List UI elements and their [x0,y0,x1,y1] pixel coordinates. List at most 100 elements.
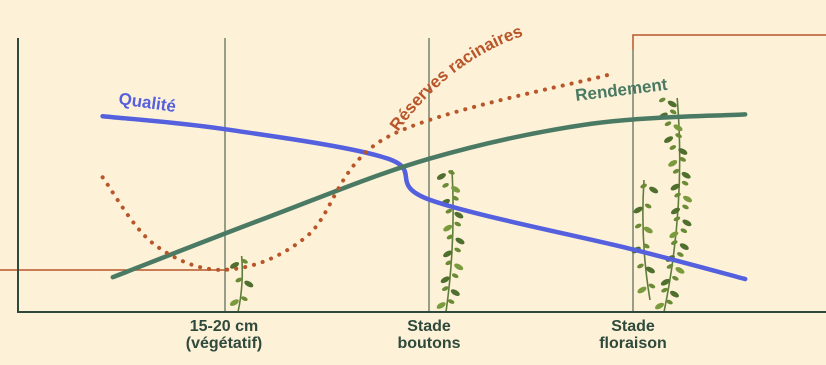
alfalfa-plant-icon-medium-leaf [445,208,453,214]
x-tick-boutons-line2: boutons [397,335,461,352]
alfalfa-plant-icon-medium-leaf [451,273,459,279]
alfalfa-plant-icon-medium-leaf [448,170,455,175]
alfalfa-plant-icon-tall-leaf [682,219,692,227]
x-tick-floraison-line1: Stade [611,318,655,335]
alfalfa-plant-icon-medium-leaf [442,183,449,188]
alfalfa-plant-icon-tall-leaf [673,216,681,222]
alfalfa-plant-icon-medium-stem [445,169,454,313]
alfalfa-plant-icon-branch-leaf [633,206,643,214]
alfalfa-plant-icon-small-leaf [241,296,248,302]
alfalfa-plant-icon-branch-leaf [648,283,656,289]
alfalfa-plant-icon-medium-leaf [443,224,453,232]
alfalfa-plant-icon-tall-leaf [669,290,680,298]
alfalfa-plant-icon-tall-leaf [660,278,670,286]
alfalfa-plant-icons [229,97,693,313]
alfalfa-plant-icon-branch-leaf [644,203,652,209]
series-line-qualite [100,114,748,282]
alfalfa-plant-icon-tall-leaf [677,252,684,257]
alfalfa-plant-icon-tall-leaf [661,287,668,293]
alfalfa-plant-icon-medium-leaf [451,185,461,193]
series-label-reserves-path: Réserves racinaires [386,22,525,135]
alfalfa-plant-icon-tall-leaf [683,195,693,203]
alfalfa-plant-icon-tall-leaf [670,183,680,191]
alfalfa-plant-icon-tall-leaf [668,160,678,167]
alfalfa-plant-icon-branch-leaf [643,226,653,234]
alfalfa-plant-icon-tall-leaf [682,204,689,210]
alfalfa-plant-icon-tall-leaf [669,109,677,115]
alfalfa-plant-icon-branch-leaf [637,263,644,269]
alfalfa-plant-icon-small-leaf [241,258,248,264]
threshold-lines [0,34,826,271]
alfalfa-plant-icon-tall-leaf [666,264,674,269]
stage-gridlines [224,38,634,312]
alfalfa-plant-icon-branch-leaf [634,223,642,229]
alfalfa-plant-icon-tall-leaf [675,133,682,138]
alfalfa-plant-icon-tall-leaf [674,192,681,198]
x-tick-vegetatif: 15-20 cm (végétatif) [159,318,289,352]
alfalfa-plant-icon-small-leaf [230,261,240,269]
alfalfa-plant-icon-tall-leaf [675,267,685,274]
alfalfa-plant-icon-small-leaf [244,280,254,288]
alfalfa-plant-icon-branch-leaf [645,266,655,274]
alfalfa-plant-icon-medium-leaf [454,247,461,253]
alfalfa-plant-icon-tall-leaf [672,168,680,174]
alfalfa-plant-icon-medium-leaf [454,263,464,271]
alfalfa-plant-icon-medium-leaf [452,195,459,201]
alfalfa-plant-icon-branch [631,179,659,301]
alfalfa-plant-icon-tall-stem [663,97,681,313]
alfalfa-plant-icon-tall-leaf [664,121,672,127]
series-line-rendement [110,112,748,280]
alfalfa-plant-icon-tall-leaf [680,228,688,234]
alfalfa-plant-icon-tall-leaf [673,124,683,132]
alfalfa-plant-icon-small [229,255,254,313]
x-tick-floraison-line2: floraison [599,335,667,352]
alfalfa-plant-icon-medium-leaf [436,302,446,309]
alfalfa-plant-icon-branch-leaf [637,286,647,294]
alfalfa-plant-icon-tall-leaf [671,240,678,245]
alfalfa-plant-icon-medium-leaf [450,289,460,297]
alfalfa-plant-icon-tall-leaf [667,100,677,108]
series-label-reserves: Réserves racinaires [386,22,525,135]
series-labels: Qualité Rendement Réserves racinaires [117,22,668,135]
alfalfa-plant-icon-medium-leaf [446,234,454,240]
alfalfa-plant-icon-tall-leaf [658,97,666,103]
alfalfa-plant-icon-tall-leaf [681,180,689,186]
x-tick-floraison: Stade floraison [568,318,698,352]
x-tick-vegetatif-line1: 15-20 cm [189,318,259,335]
alfalfa-plant-icon-tall-leaf [672,275,679,281]
alfalfa-plant-icon-tall-leaf [670,207,681,215]
alfalfa-plant-icon-medium-leaf [443,250,453,258]
alfalfa-plant-icon-branch-leaf [649,186,659,194]
alfalfa-plant-icon-medium-leaf [445,260,452,266]
alfalfa-plant-icon-medium-leaf [454,211,464,219]
alfalfa-plant-icon-tall-leaf [664,136,674,143]
alfalfa-plant-icon-tall-leaf [679,157,686,162]
alfalfa-plant-icon-medium-leaf [454,221,462,227]
series-lines [100,71,748,282]
alfalfa-plant-icon-tall [654,97,693,313]
alfalfa-plant-icon-tall-leaf [654,302,665,310]
alfalfa-plant-icon-medium-leaf [441,286,449,291]
alfalfa-plant-icon-tall-leaf [678,148,688,155]
alfalfa-plant-icon-medium-leaf [455,237,465,245]
alfalfa-plant-icon-branch-leaf [640,183,647,189]
x-tick-boutons-line1: Stade [407,318,451,335]
alfalfa-plant-icon-medium [436,169,465,313]
series-line-reserves [100,71,615,272]
alfalfa-plant-icon-tall-leaf [679,243,689,250]
alfalfa-plant-icon-medium-leaf [447,299,455,304]
alfalfa-plant-icon-tall-leaf [669,145,677,150]
alfalfa-plant-icon-small-leaf [229,299,239,307]
alfalfa-plant-icon-small-leaf [235,277,243,283]
x-tick-vegetatif-line2: (végétatif) [185,335,263,352]
alfalfa-plant-icon-tall-leaf [666,299,673,305]
alfalfa-plant-icon-medium-leaf [440,276,450,284]
alfalfa-plant-icon-medium-leaf [436,173,446,180]
alfalfa-plant-icon-branch-stem [642,179,651,301]
threshold-high-line [632,34,826,50]
alfalfa-plant-icon-branch-leaf [643,243,650,249]
alfalfa-plant-icon-tall-leaf [669,231,679,239]
series-label-qualite: Qualité [117,89,177,116]
